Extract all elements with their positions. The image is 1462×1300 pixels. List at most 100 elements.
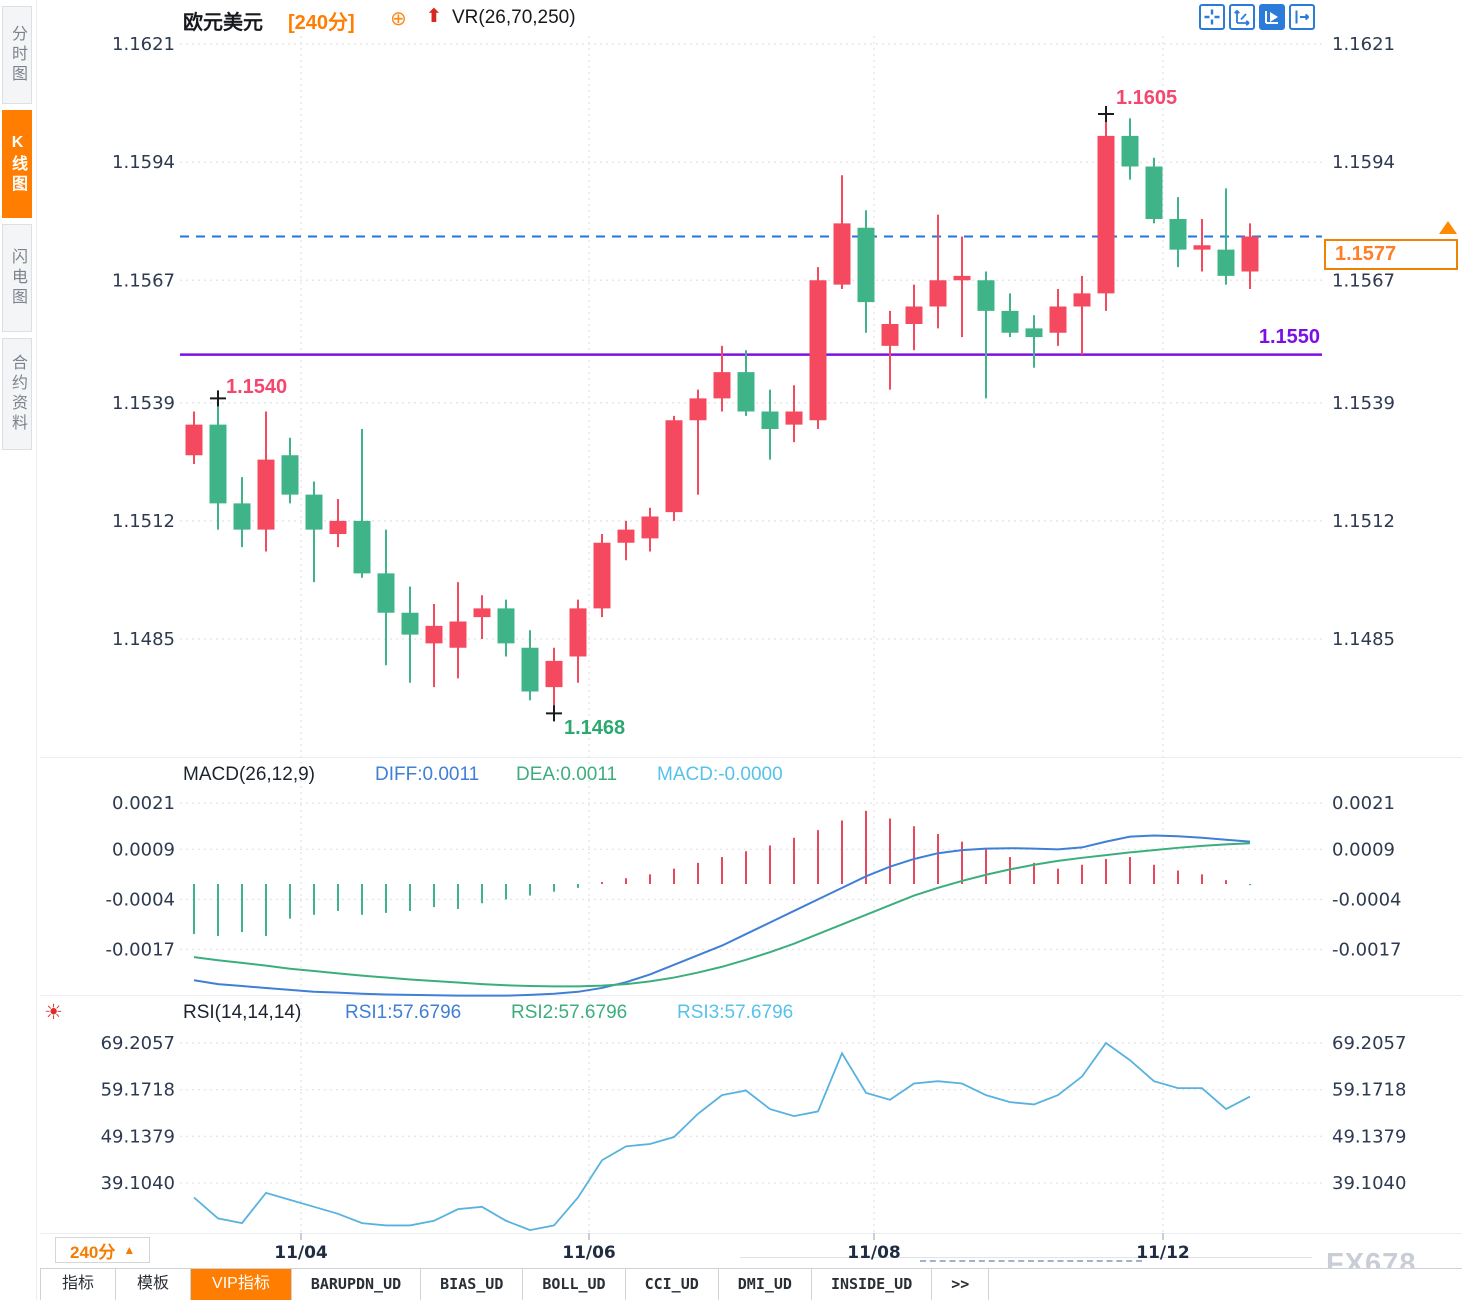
period-selector-button[interactable]: 240分 ▲ [55,1237,151,1263]
pan-right-button[interactable] [1289,4,1315,30]
axis-label: 49.1379 [101,1126,175,1147]
axis-label: 69.2057 [101,1033,175,1054]
axis-label: 1.1512 [112,511,175,532]
candle-body [1121,135,1139,167]
tab-bias-ud[interactable]: BIAS_UD [421,1269,524,1300]
axis-label: 1.1485 [1332,629,1395,650]
rsi1-value: RSI1:57.6796 [345,1002,462,1023]
candle-body [1217,249,1235,276]
rsi2-value: RSI2:57.6796 [511,1002,628,1023]
macd-dea-value: DEA:0.0011 [516,764,618,785]
tab-inside-ud[interactable]: INSIDE_UD [812,1269,933,1300]
low-annotation: 1.1468 [564,717,626,739]
period-badge[interactable]: [240分] [288,12,355,34]
candle-body [785,411,803,425]
candle-body [1049,306,1067,333]
candle-body [929,280,947,307]
scrollbar-dashes[interactable] [920,1260,1142,1262]
candle-body [1241,236,1259,272]
candle-body [521,647,539,692]
auto-fit-icon [1265,11,1278,24]
candle-body [329,520,347,534]
tab-cci-ud[interactable]: CCI_UD [626,1269,719,1300]
scroll-track[interactable] [740,1257,1312,1258]
axis-label: 1.1485 [112,629,175,650]
high-annotation: 1.1605 [1116,87,1178,109]
symbol-title: 欧元美元 [183,12,263,34]
axis-label: -0.0017 [1332,939,1401,960]
candle-body [233,503,251,530]
chart-type-sidebar: 分时图 K线图 闪电图 合约资料 [0,0,37,1300]
date-label: 11/04 [274,1243,328,1263]
axis-label: 1.1567 [112,270,175,291]
candle-body [1169,219,1187,250]
axis-label: 0.0009 [1332,839,1395,860]
axis-label: 1.1567 [1332,270,1395,291]
axis-label: 59.1718 [1332,1080,1406,1101]
macd-hist-value: MACD:-0.0000 [657,764,783,785]
sidebar-item-contract-info[interactable]: 合约资料 [2,338,32,450]
tab-barupdn-ud[interactable]: BARUPDN_UD [292,1269,422,1300]
axis-label: 59.1718 [101,1080,175,1101]
axis-label: 0.0021 [1332,793,1395,814]
candle-body [881,324,899,346]
candle-body [449,621,467,648]
candle-body [377,573,395,613]
tab-more-expand[interactable]: >> [932,1269,990,1300]
candle-body [1025,328,1043,338]
candle-body [737,372,755,412]
tab-boll-ud[interactable]: BOLL_UD [523,1269,626,1300]
axis-label: 1.1594 [1332,152,1395,173]
candle-body [353,520,371,574]
date-label: 11/06 [562,1243,616,1263]
pane-separator [40,757,1462,758]
crosshair-tool-button[interactable] [1199,4,1225,30]
rsi-line [193,1041,1251,1232]
candle-body [545,660,563,688]
tab-templates[interactable]: 模板 [116,1269,192,1300]
sidebar-item-flash-chart[interactable]: 闪电图 [2,224,32,332]
macd-dea-line [193,842,1251,988]
axis-label: 0.0021 [112,793,175,814]
tab-dmi-ud[interactable]: DMI_UD [719,1269,812,1300]
period-up-triangle-icon: ▲ [123,1243,136,1257]
candle-body [833,223,851,285]
axis-label: -0.0017 [106,939,175,960]
price-up-triangle-icon [1439,221,1457,234]
axis-label: 0.0009 [112,839,175,860]
tab-indicators[interactable]: 指标 [41,1269,117,1300]
candle-body [305,494,323,530]
rsi-title: RSI(14,14,14) [183,1002,302,1023]
date-label: 11/08 [847,1243,901,1263]
candle-body [905,306,923,324]
candle-body [1001,310,1019,333]
swing-high-annotation: 1.1540 [226,376,288,398]
sidebar-item-time-chart[interactable]: 分时图 [2,6,32,104]
axis-label: 39.1040 [101,1173,175,1194]
scale-axes-button[interactable] [1229,4,1255,30]
candle-body [665,420,683,513]
axis-label: -0.0004 [106,889,175,910]
axis-label: 1.1594 [112,152,175,173]
candle-body [1193,245,1211,250]
candle-body [185,424,203,456]
pane-separator [40,995,1462,996]
candle-body [1145,166,1163,219]
candle-body [401,612,419,635]
candle-body [713,372,731,399]
axis-label: 1.1512 [1332,511,1395,532]
candle-body [1097,135,1115,294]
tab-vip-indicators[interactable]: VIP指标 [191,1269,292,1300]
axis-label: 1.1621 [112,34,175,55]
candle-body [617,529,635,543]
overlay-indicator-label: VR(26,70,250) [452,7,576,28]
candle-body [953,275,971,281]
auto-fit-button[interactable] [1259,4,1285,30]
rsi3-value: RSI3:57.6796 [677,1002,794,1023]
candle-body [281,455,299,495]
pane-separator [40,1233,1462,1234]
pan-right-icon [1295,10,1310,24]
sidebar-item-candle-chart[interactable]: K线图 [2,110,32,218]
add-indicator-icon[interactable]: ⊕ [390,8,407,30]
